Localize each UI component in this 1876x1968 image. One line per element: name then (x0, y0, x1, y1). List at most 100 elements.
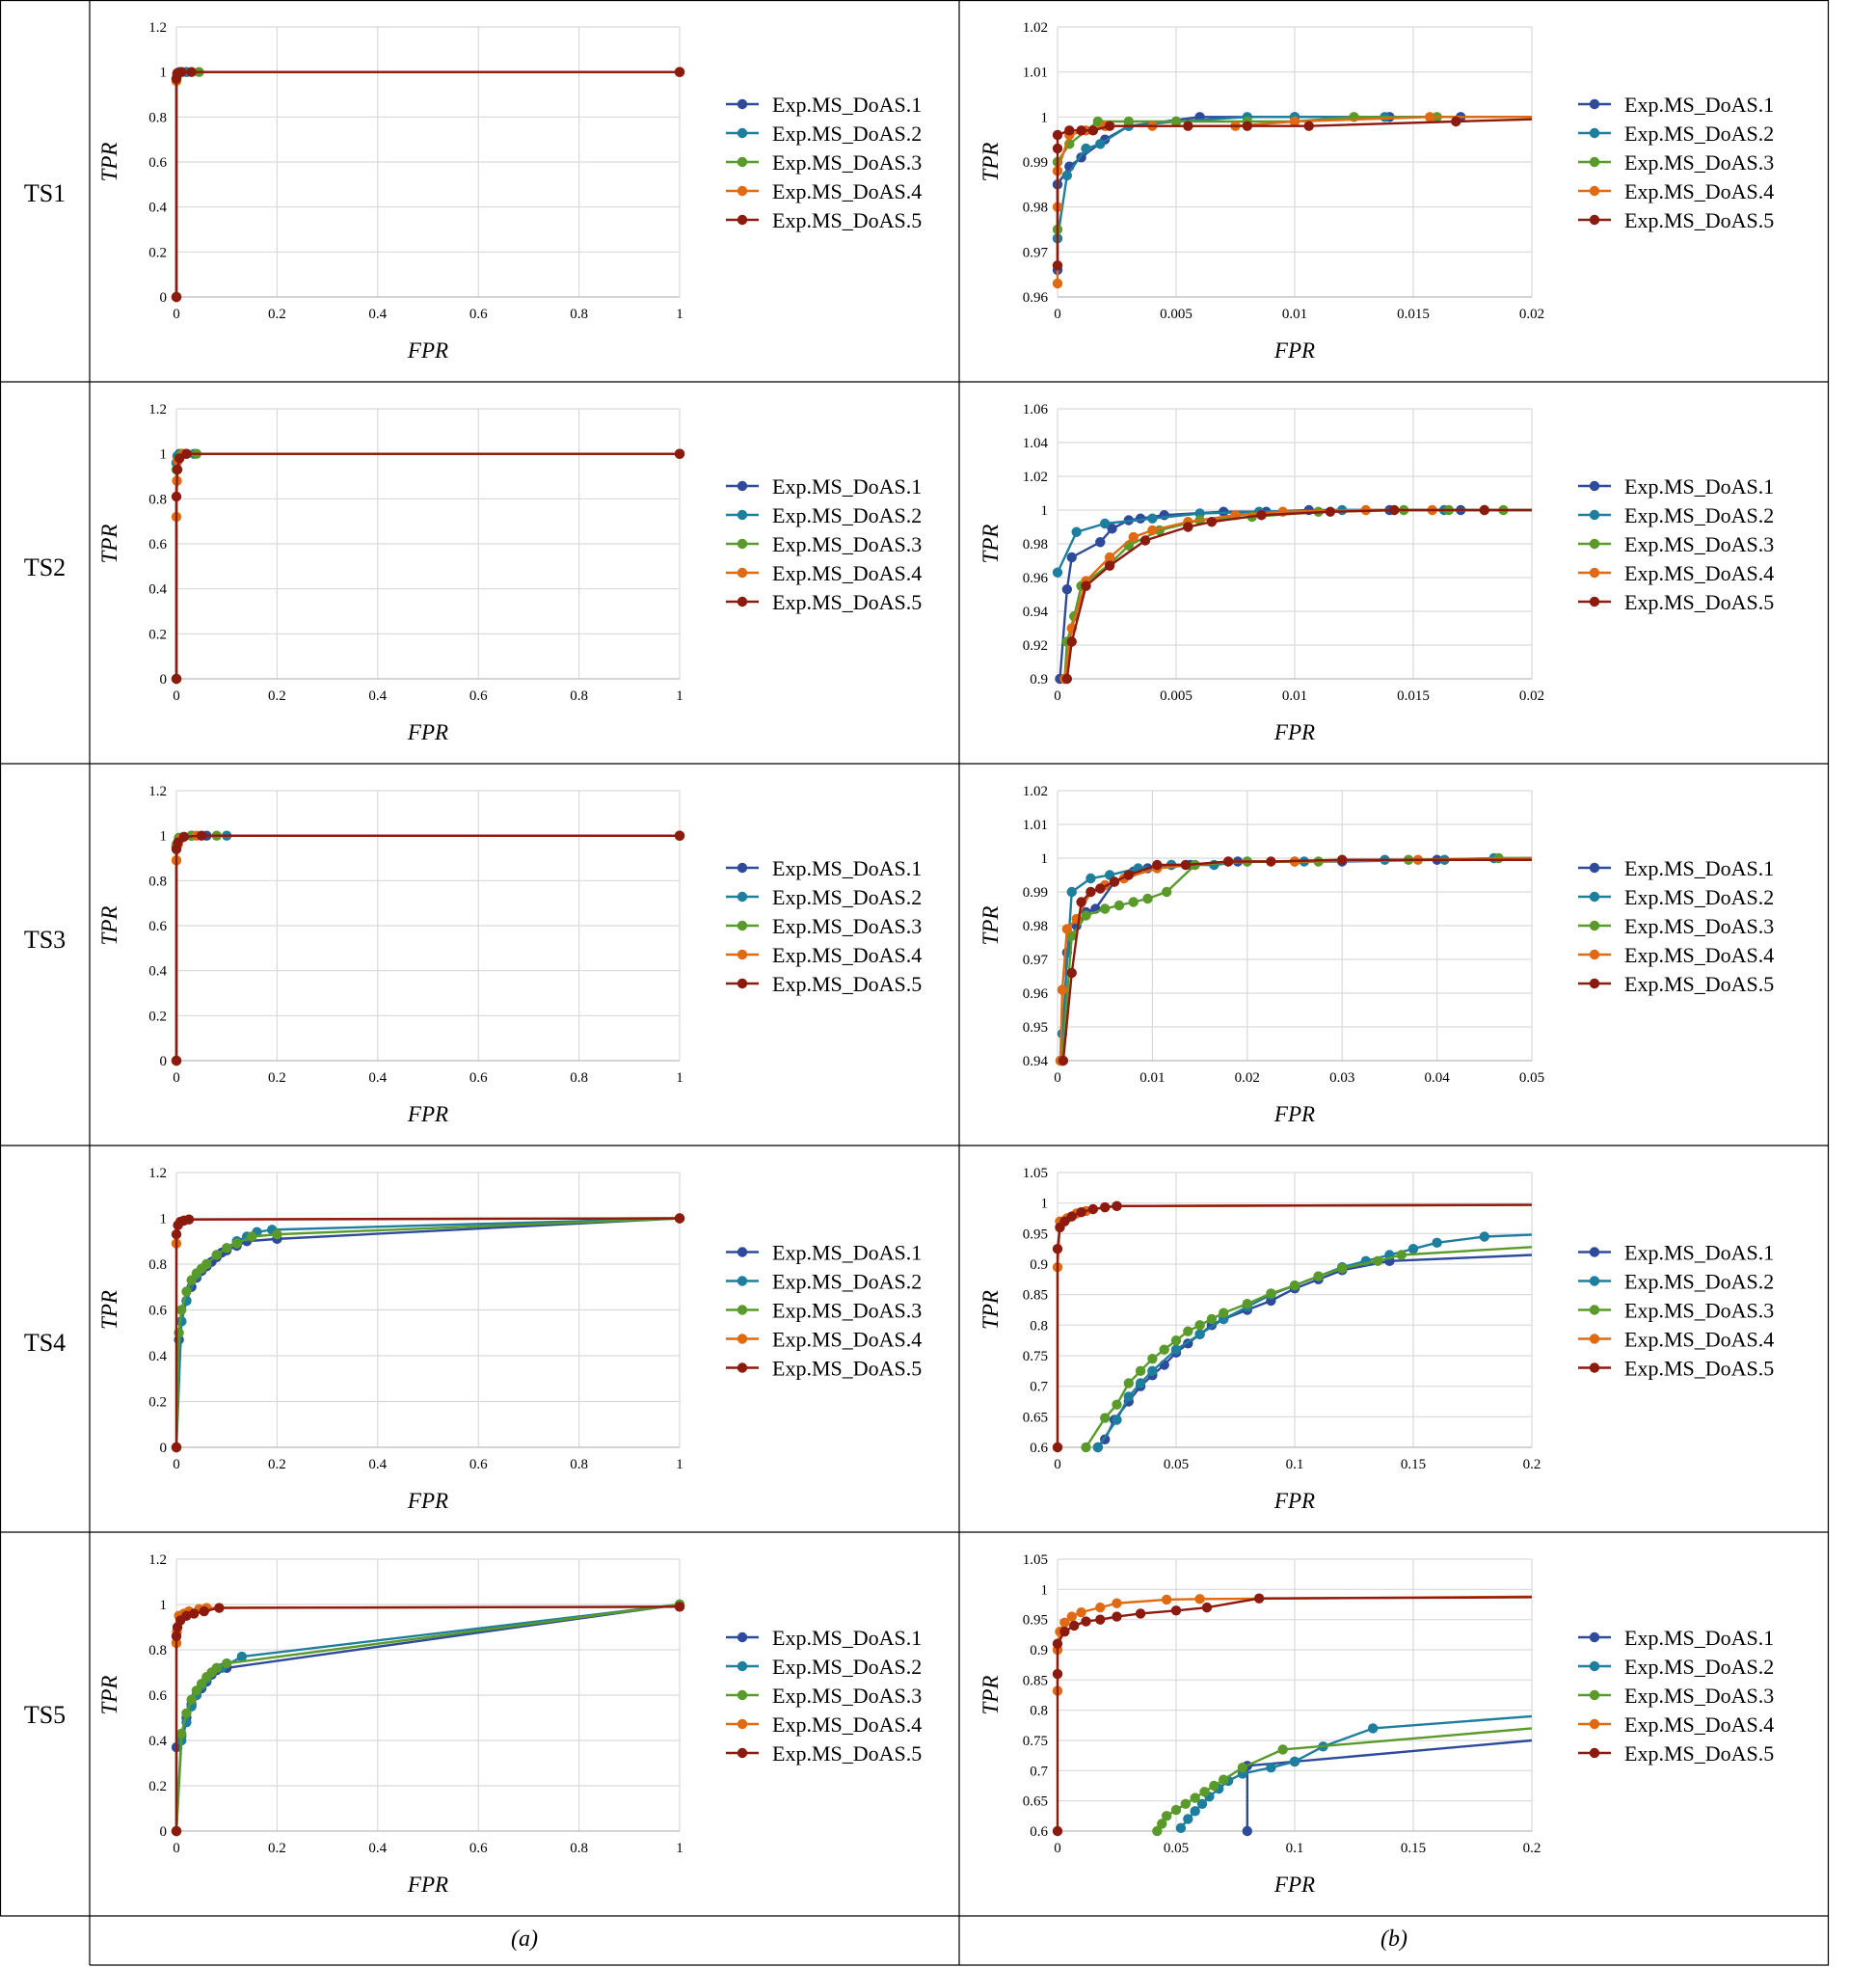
legend-swatch-marker (737, 538, 748, 550)
data-point (1337, 854, 1348, 865)
x-axis-title: FPR (407, 1102, 448, 1126)
legend-label: Exp.MS_DoAS.2 (772, 885, 922, 909)
data-point (1123, 116, 1134, 127)
legend-label: Exp.MS_DoAS.4 (1624, 943, 1774, 967)
data-point (1432, 1237, 1442, 1249)
data-point (1112, 1415, 1122, 1425)
legend-swatch-marker (1589, 862, 1600, 874)
data-point (1161, 1811, 1172, 1821)
data-point (1201, 1602, 1213, 1613)
data-point (1081, 143, 1091, 154)
x-tick-label: 0.1 (1286, 1457, 1304, 1472)
series-line (174, 1217, 681, 1448)
data-point (1147, 513, 1158, 524)
legend-swatch-marker (737, 1660, 748, 1672)
y-tick-label: 1 (160, 1598, 168, 1613)
y-tick-label: 1.2 (148, 1166, 167, 1181)
y-tick-label: 0.98 (1023, 201, 1048, 216)
x-tick-label: 0.2 (1523, 1457, 1541, 1472)
legend-label: Exp.MS_DoAS.3 (772, 150, 922, 175)
y-axis-title: TPR (97, 525, 121, 564)
legend-swatch-marker (1589, 596, 1600, 607)
data-point (171, 673, 182, 685)
x-axis-title: FPR (407, 720, 448, 744)
data-point (1190, 1793, 1200, 1803)
data-point (1289, 1280, 1300, 1291)
legend-label: Exp.MS_DoAS.3 (1624, 1684, 1774, 1708)
x-tick-label: 0.4 (368, 1070, 387, 1086)
data-point (172, 464, 183, 475)
x-tick-label: 0.6 (469, 307, 488, 322)
y-tick-label: 0.2 (148, 627, 167, 642)
data-point (1183, 1326, 1193, 1336)
data-point (1095, 883, 1106, 894)
data-point (1092, 116, 1104, 127)
y-tick-label: 0.96 (1023, 290, 1049, 306)
data-point (1170, 1804, 1182, 1816)
data-point (1059, 1627, 1070, 1637)
y-tick-label: 0.75 (1023, 1349, 1048, 1364)
data-point (1066, 1611, 1077, 1622)
data-point (176, 67, 187, 77)
y-tick-label: 0.8 (148, 492, 167, 507)
series-group (1055, 852, 1533, 1066)
x-tick-label: 0.015 (1397, 307, 1430, 322)
data-point (674, 830, 685, 841)
y-tick-label: 0.98 (1023, 919, 1048, 934)
data-point (1052, 1442, 1063, 1453)
legend-label: Exp.MS_DoAS.3 (1624, 914, 1774, 938)
data-point (1100, 1413, 1111, 1423)
data-point (1087, 125, 1099, 136)
y-tick-label: 1.2 (148, 20, 167, 36)
data-point (1277, 1744, 1288, 1755)
legend-swatch-marker (737, 1276, 748, 1286)
data-point (1052, 1243, 1063, 1254)
x-tick-label: 0.04 (1424, 1070, 1450, 1086)
row-label-ts1: TS1 (23, 179, 67, 207)
data-point (1104, 560, 1115, 571)
legend-label: Exp.MS_DoAS.2 (1624, 503, 1774, 527)
gridlines (175, 1172, 681, 1448)
data-point (1180, 859, 1192, 871)
y-tick-label: 0.4 (148, 582, 167, 598)
x-tick-label: 0 (173, 1841, 180, 1856)
data-point (674, 1602, 685, 1612)
legend: Exp.MS_DoAS.1 Exp.MS_DoAS.2 Exp.MS_DoAS.3 E… (1578, 1626, 1774, 1766)
y-tick-label: 0.6 (148, 919, 167, 934)
x-tick-label: 0.4 (368, 307, 387, 322)
series-line (174, 1217, 681, 1448)
legend-swatch-marker (1589, 1747, 1600, 1759)
y-axis-title: TPR (978, 143, 1003, 182)
series-group (171, 830, 685, 1066)
data-point (1095, 139, 1106, 149)
data-point (1071, 526, 1082, 537)
data-point (1147, 525, 1158, 536)
data-point (1266, 856, 1276, 867)
legend-label: Exp.MS_DoAS.1 (1624, 1626, 1774, 1650)
data-point (1081, 1442, 1091, 1453)
x-tick-label: 0 (173, 1070, 180, 1086)
roc-chart-ts1-zoom: 0.96 0.97 0.98 0.99 1 1.01 1.02 0 0.005 0.01 0.015… (978, 20, 1774, 363)
data-point (1147, 1365, 1158, 1377)
series-line (174, 452, 680, 679)
legend-swatch-marker (1589, 567, 1600, 579)
data-point (1242, 1825, 1252, 1837)
data-point (171, 1442, 182, 1453)
roc-chart-ts5-full: 0 0.2 0.4 0.6 0.8 1 1.2 0 0.2 0.4 0.6 0.8 1 FPR TPR Exp… (97, 1552, 922, 1897)
legend-swatch-marker (737, 978, 748, 989)
x-tick-label: 0.005 (1160, 307, 1193, 322)
data-point (1199, 1787, 1210, 1797)
data-point (1061, 673, 1073, 685)
series-group (1052, 1200, 1533, 1453)
legend-swatch-marker (1589, 1276, 1600, 1286)
legend-swatch-marker (1589, 1247, 1600, 1257)
series-line (174, 70, 680, 297)
x-tick-label: 0 (173, 688, 180, 704)
y-tick-label: 0.99 (1023, 155, 1048, 171)
gridlines (1057, 26, 1533, 298)
data-point (186, 1694, 197, 1705)
x-tick-label: 0.2 (268, 1070, 286, 1086)
series-line (174, 834, 680, 1061)
x-tick-label: 0 (1054, 1070, 1061, 1086)
